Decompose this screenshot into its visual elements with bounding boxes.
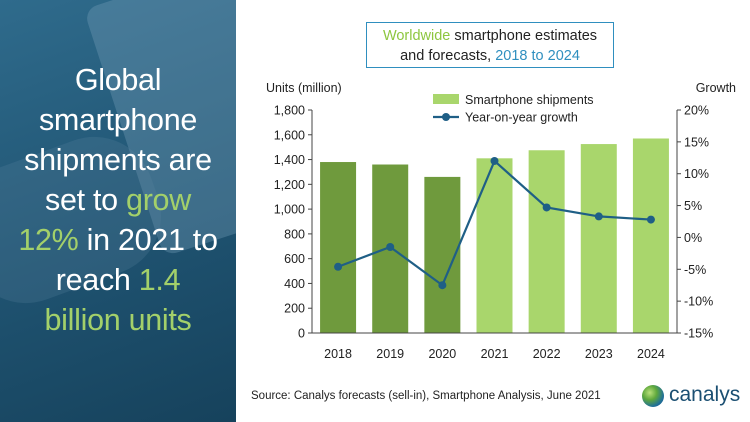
title-accent: Worldwide xyxy=(382,28,451,44)
headline-line: set to grow xyxy=(0,180,236,220)
headline-line: smartphone xyxy=(38,103,198,137)
bar-2024 xyxy=(632,138,669,333)
growth-point-2021 xyxy=(490,156,499,165)
chart-title-line: and forecasts, 2018 to 2024 xyxy=(367,46,613,66)
title-text: smartphone estimates xyxy=(450,28,598,44)
legend-swatch-shipments xyxy=(433,94,459,104)
headline-highlight: 1.4 xyxy=(138,263,181,297)
bar-2022 xyxy=(528,150,565,333)
bar-2021 xyxy=(476,158,513,333)
title-accent: 2018 to 2024 xyxy=(495,48,580,64)
headline-line: Global xyxy=(74,63,162,97)
chart-title-line: Worldwide smartphone estimates xyxy=(367,26,613,46)
headline-highlight: 12% xyxy=(18,223,79,257)
y-right-tick-label: 5% xyxy=(684,199,702,213)
y-left-tick-label: 800 xyxy=(284,227,305,241)
growth-point-2022 xyxy=(542,203,551,212)
y-right-axis-label: Growth xyxy=(696,81,736,95)
y-right-tick-label: -15% xyxy=(684,327,713,341)
x-tick-label: 2022 xyxy=(533,347,561,361)
headline-text-plain: set to xyxy=(45,183,127,217)
legend-marker-growth xyxy=(442,113,450,121)
headline-text-plain: reach xyxy=(55,263,139,297)
x-tick-label: 2021 xyxy=(481,347,509,361)
growth-point-2020 xyxy=(438,281,447,290)
headline-line: reach 1.4 xyxy=(0,260,236,300)
growth-line-group xyxy=(334,156,655,290)
x-tick-label: 2023 xyxy=(585,347,613,361)
y-left-tick-label: 600 xyxy=(284,252,305,266)
canalys-logo: canalys xyxy=(642,381,742,411)
y-right-tick-label: 20% xyxy=(684,104,709,118)
x-tick-label: 2020 xyxy=(428,347,456,361)
y-left-tick-label: 400 xyxy=(284,277,305,291)
y-left-tick-label: 1,200 xyxy=(274,178,305,192)
y-right-tick-label: 0% xyxy=(684,231,702,245)
growth-point-2019 xyxy=(386,242,395,251)
growth-point-2023 xyxy=(594,212,603,221)
title-text: and forecasts, xyxy=(400,48,496,64)
legend: Smartphone shipments Year-on-year growth xyxy=(433,93,594,125)
y-left-axis-label: Units (million) xyxy=(266,81,342,95)
logo-text: canalys xyxy=(669,383,741,406)
headline-highlight: grow xyxy=(126,183,191,217)
chart-title: Worldwide smartphone estimates and forec… xyxy=(366,22,614,68)
y-right-tick-label: -10% xyxy=(684,295,713,309)
x-tick-label: 2019 xyxy=(376,347,404,361)
headline-line: 12% in 2021 to xyxy=(0,220,236,260)
source-note: Source: Canalys forecasts (sell-in), Sma… xyxy=(251,390,601,402)
y-left-tick-label: 200 xyxy=(284,302,305,316)
y-right-tick-label: -5% xyxy=(684,263,706,277)
y-left-tick-label: 1,800 xyxy=(274,104,305,118)
y-right-tick-label: 10% xyxy=(684,167,709,181)
y-left-tick-label: 1,600 xyxy=(274,128,305,142)
headline-text-plain: in 2021 to xyxy=(78,223,218,257)
headline-line: shipments are xyxy=(24,143,212,177)
y-left-tick-label: 1,000 xyxy=(274,203,305,217)
bars-group xyxy=(320,138,669,333)
y-right-tick-label: 15% xyxy=(684,135,709,149)
bar-2018 xyxy=(320,162,357,333)
headline-highlight: billion units xyxy=(44,303,192,337)
legend-label-growth: Year-on-year growth xyxy=(465,111,578,125)
bar-2023 xyxy=(580,144,617,333)
x-tick-label: 2018 xyxy=(324,347,352,361)
headline-panel: Global smartphone shipments are set to g… xyxy=(0,0,236,422)
headline-text: Global smartphone shipments are set to g… xyxy=(0,60,236,340)
headline-line: billion units xyxy=(0,300,236,340)
legend-label-shipments: Smartphone shipments xyxy=(465,93,594,107)
y-left-tick-label: 0 xyxy=(298,327,305,341)
growth-point-2018 xyxy=(334,262,343,271)
axes-group: 0 200 400 600 800 1,000 1,200 1,400 1,600 1,800 -1… xyxy=(266,81,736,361)
globe-icon xyxy=(642,385,664,407)
x-tick-label: 2024 xyxy=(637,347,665,361)
growth-point-2024 xyxy=(646,215,655,224)
y-left-tick-label: 1,400 xyxy=(274,153,305,167)
